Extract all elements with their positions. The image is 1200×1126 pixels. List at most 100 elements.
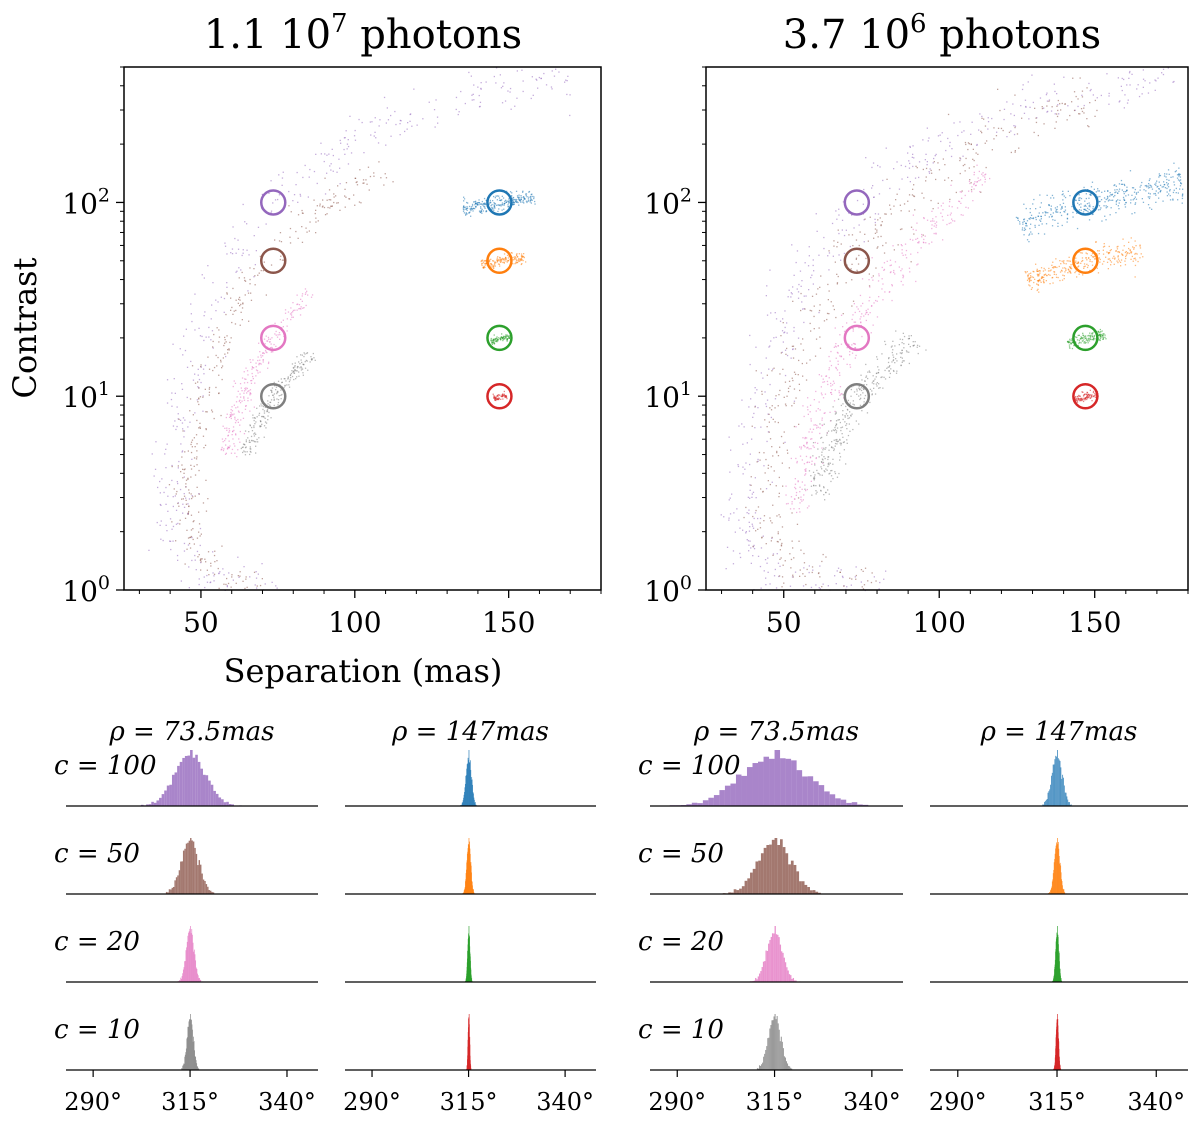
sample-point (1107, 268, 1109, 270)
sample-point (289, 236, 291, 238)
sample-point (855, 578, 857, 580)
sample-point (1023, 203, 1025, 205)
sample-point (826, 432, 828, 434)
sample-point (373, 175, 375, 177)
sample-point (516, 254, 518, 257)
sample-point (258, 412, 261, 414)
sample-point (174, 420, 176, 422)
sample-point (538, 76, 540, 79)
sample-point (1089, 102, 1091, 104)
sample-point (1082, 259, 1084, 262)
sample-point (506, 254, 509, 256)
sample-point (191, 536, 193, 539)
sample-point (810, 485, 813, 487)
sample-point (765, 458, 767, 461)
sample-point (976, 181, 978, 183)
sample-point (269, 341, 271, 343)
sample-point (265, 351, 267, 353)
sample-point (295, 378, 297, 380)
sample-point (190, 493, 192, 495)
sample-point (1129, 70, 1131, 73)
sample-point (851, 263, 853, 265)
sample-point (475, 206, 477, 208)
sample-point (496, 336, 498, 338)
sample-point (1074, 396, 1076, 399)
sample-point (273, 396, 275, 398)
sample-point (856, 390, 858, 392)
histogram-bar (146, 804, 149, 806)
sample-point (280, 389, 282, 391)
sample-point (893, 269, 895, 272)
sample-point (1110, 261, 1113, 263)
sample-point (245, 378, 247, 380)
sample-point (837, 398, 840, 400)
sample-point (967, 207, 969, 209)
sample-point (804, 575, 806, 577)
histogram-bar (472, 792, 474, 806)
sample-point (185, 328, 187, 330)
sample-point (864, 218, 866, 220)
sample-point (513, 257, 516, 260)
sample-point (1094, 99, 1096, 102)
sample-point (817, 408, 819, 410)
sample-point (816, 427, 818, 429)
sample-point (833, 439, 835, 441)
sample-point (892, 340, 894, 342)
sample-point (1092, 395, 1094, 397)
sample-point (1020, 105, 1022, 107)
sample-point (1044, 269, 1046, 271)
sample-point (815, 584, 817, 586)
sample-point (250, 380, 252, 382)
sample-point (1084, 399, 1086, 401)
sample-point (234, 452, 236, 454)
sample-point (244, 587, 246, 590)
sample-point (505, 396, 508, 398)
sample-point (827, 585, 829, 587)
sample-point (759, 527, 762, 529)
sample-point (234, 237, 236, 240)
sample-point (818, 254, 820, 256)
true-position-marker-blue (486, 189, 513, 216)
sample-point (1042, 270, 1045, 272)
sample-point (550, 86, 553, 88)
sample-point (177, 465, 179, 467)
sample-point (463, 207, 465, 209)
sample-point (821, 419, 823, 421)
sample-point (1140, 184, 1142, 187)
sample-point (1028, 281, 1030, 283)
sample-point (203, 315, 205, 317)
sample-point (485, 259, 487, 262)
sample-point (1077, 398, 1079, 400)
true-position-marker-pink (843, 324, 871, 352)
sample-point (482, 204, 484, 206)
sample-point (467, 202, 469, 204)
sample-point (933, 157, 935, 160)
sample-point (823, 494, 825, 496)
sample-point (1138, 95, 1141, 98)
sample-point (409, 120, 411, 122)
sample-point (1117, 251, 1119, 253)
sample-point (763, 515, 766, 517)
sample-point (1176, 174, 1179, 176)
sample-point (799, 511, 801, 513)
sample-point (226, 584, 228, 587)
sample-point (199, 422, 201, 424)
sample-point (808, 505, 810, 507)
sample-point (199, 426, 201, 428)
sample-point (243, 371, 245, 373)
sample-point (1050, 197, 1052, 199)
sample-point (856, 388, 858, 390)
sample-point (819, 576, 821, 578)
sample-point (913, 184, 915, 186)
sample-point (1126, 253, 1128, 255)
sample-point (273, 398, 275, 400)
sample-point (166, 402, 169, 404)
sample-point (253, 268, 255, 270)
sample-point (173, 488, 175, 490)
sample-point (1042, 212, 1044, 214)
sample-point (935, 153, 937, 156)
sample-point (827, 463, 829, 465)
sample-point (247, 292, 250, 294)
sample-point (1089, 269, 1091, 272)
sample-point (843, 252, 846, 255)
